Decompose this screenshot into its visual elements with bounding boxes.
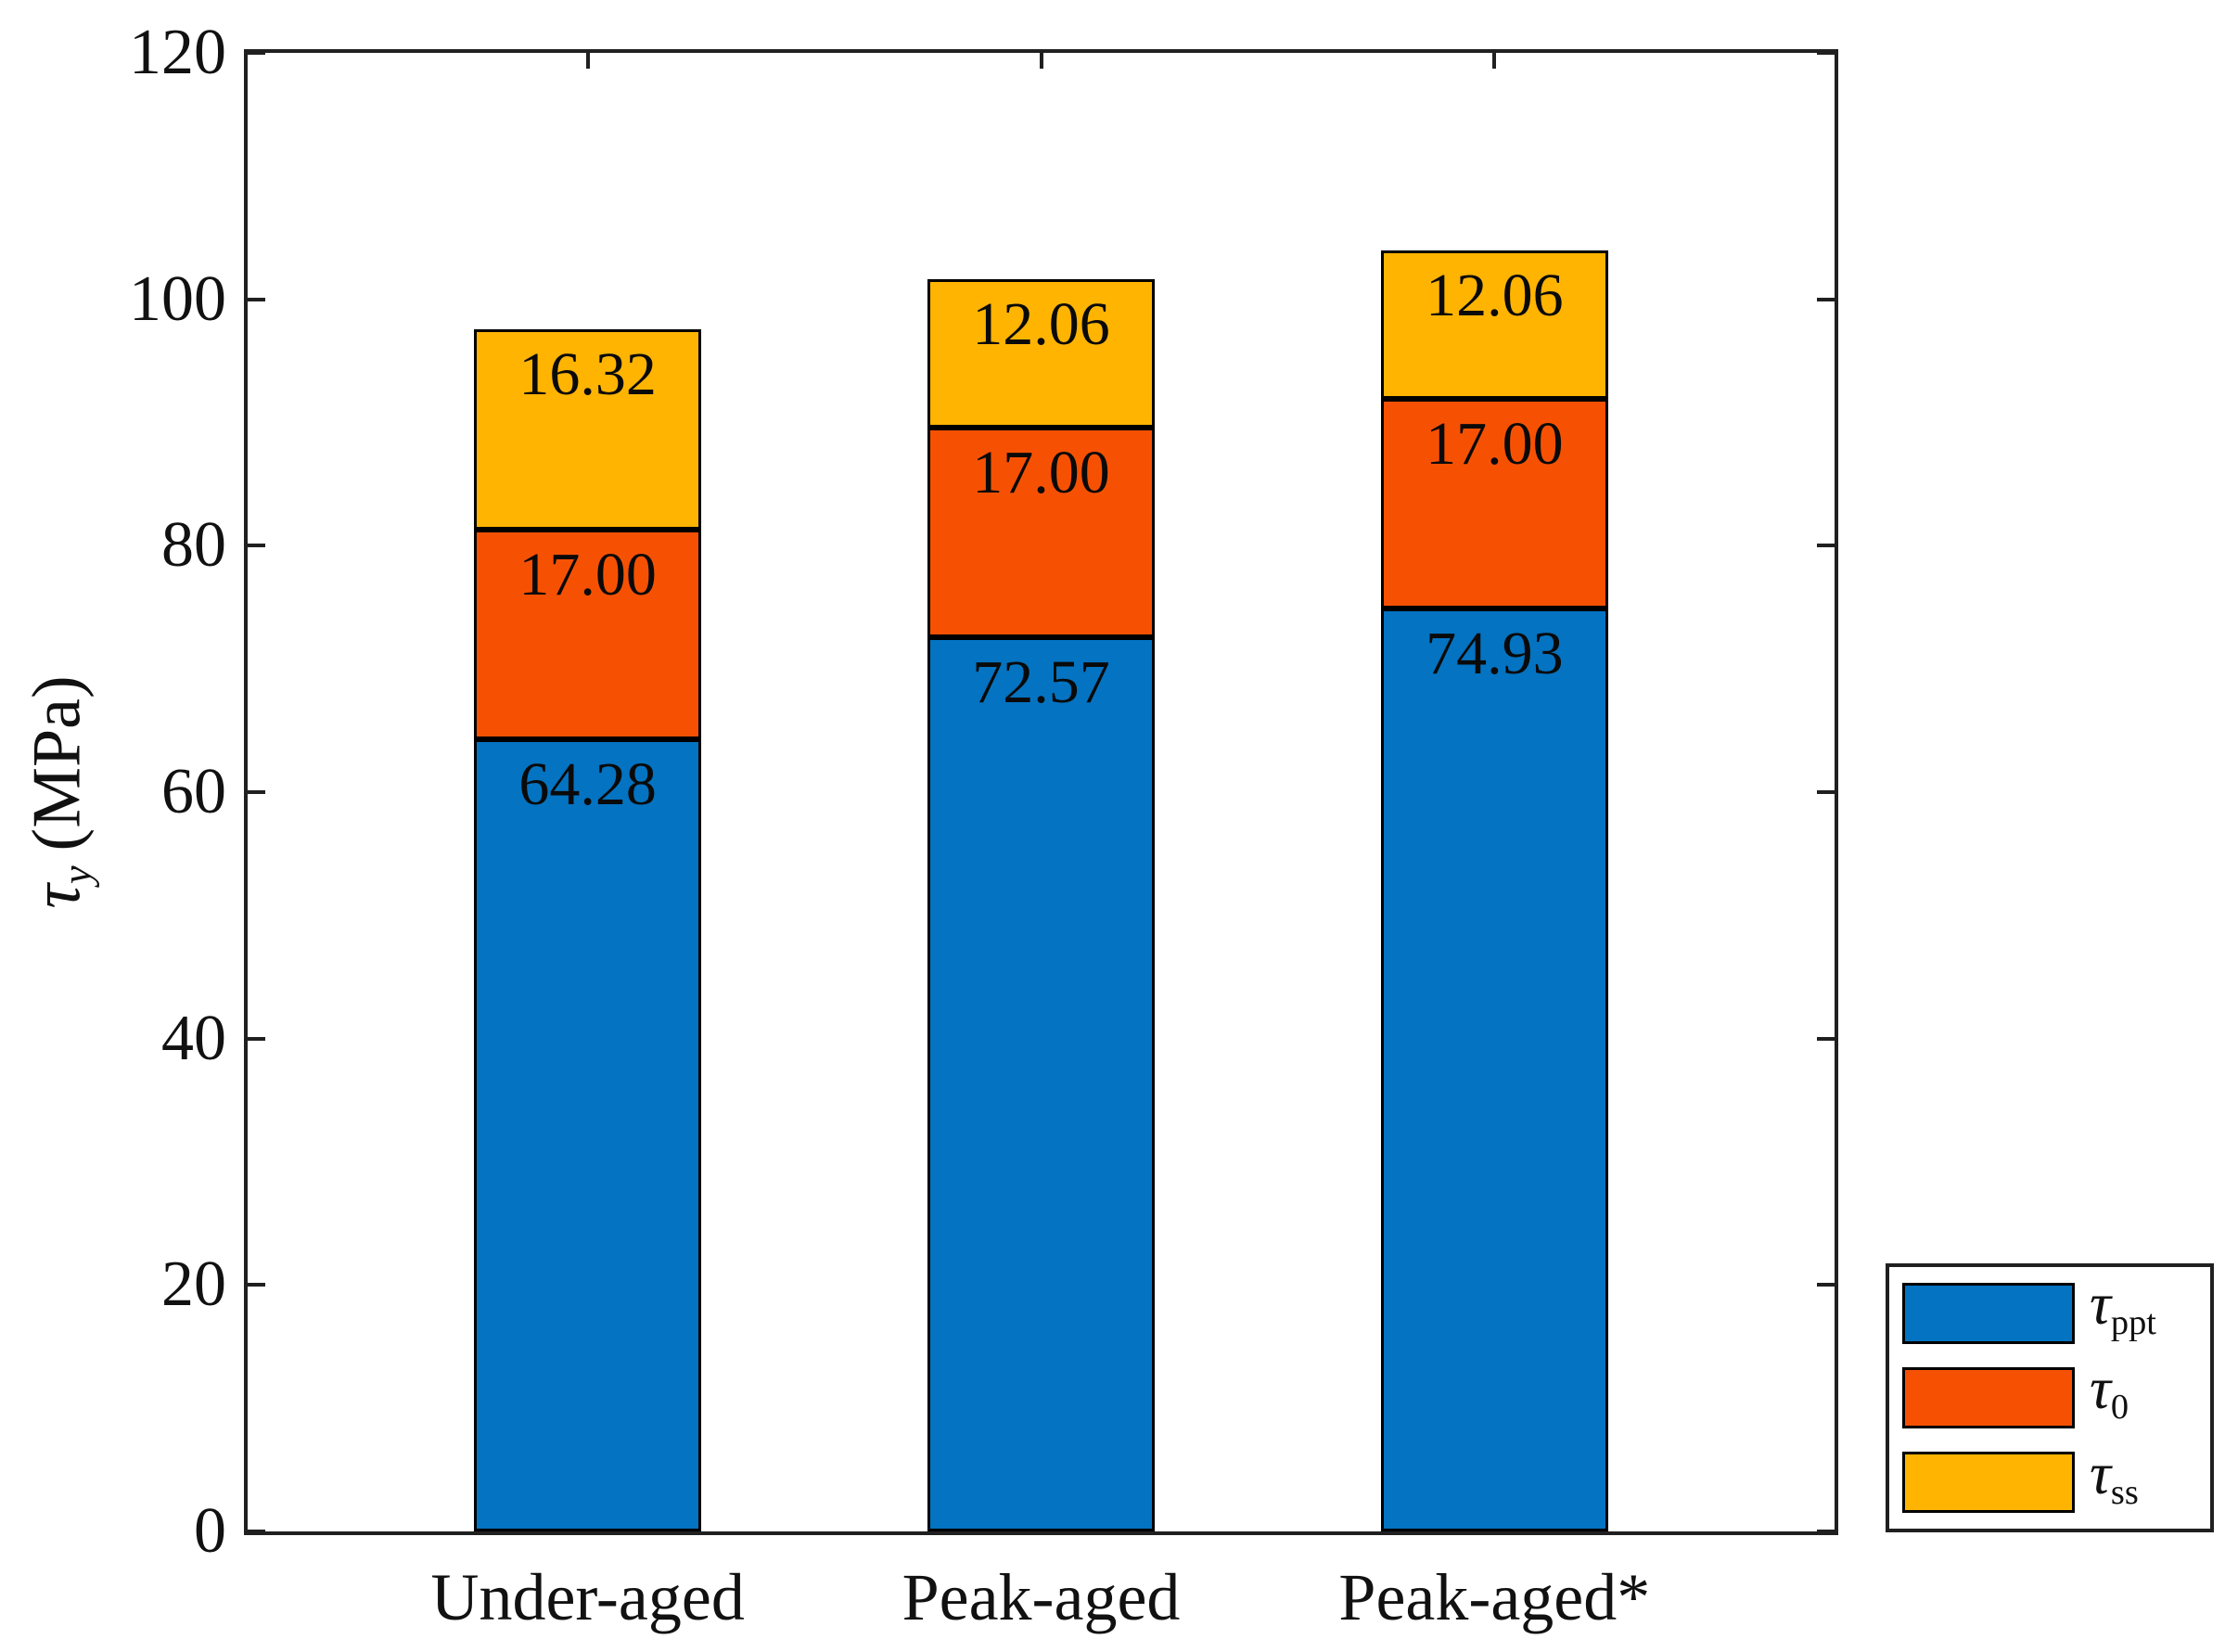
bar-segment-0 [927, 428, 1155, 638]
y-tick-mark-left [248, 1283, 265, 1287]
bar-value-label: 17.00 [518, 541, 657, 609]
y-axis-tick-label: 20 [161, 1249, 226, 1321]
bar-value-label: 12.06 [1426, 261, 1564, 329]
y-axis-tick-label: 100 [129, 263, 226, 335]
legend-subscript: ppt [2110, 1302, 2156, 1342]
bar-value-label: 17.00 [1426, 409, 1564, 478]
y-tick-mark-right [1817, 51, 1835, 55]
bar-value-label: 17.00 [972, 439, 1110, 507]
y-tick-mark-right [1817, 544, 1835, 548]
legend-label-tau-ss: τss [2090, 1440, 2139, 1522]
y-axis-tick-label: 40 [161, 1002, 226, 1074]
legend-symbol: τ [2090, 1355, 2111, 1422]
legend-item-tau-0: τ0 [1902, 1359, 2210, 1437]
legend: τppt τ0 τss [1886, 1263, 2214, 1532]
legend-item-tau-ppt: τppt [1902, 1274, 2210, 1352]
y-axis-tick-label: 120 [129, 17, 226, 88]
legend-subscript: ss [2110, 1472, 2139, 1512]
bar-segment-ss [474, 328, 701, 531]
y-tick-mark-right [1817, 790, 1835, 794]
x-tick-mark-top [1492, 53, 1497, 69]
legend-symbol: τ [2090, 1440, 2111, 1506]
y-tick-mark-left [248, 1036, 265, 1041]
x-tick-mark-top [1039, 53, 1043, 69]
bar-segment-ppt [474, 739, 701, 1531]
legend-swatch-tau-ss [1902, 1452, 2075, 1514]
bar-value-label: 74.93 [1426, 619, 1564, 687]
legend-label-tau-0: τ0 [2090, 1359, 2129, 1437]
bar-segment-ss [927, 279, 1155, 429]
legend-swatch-tau-0 [1902, 1367, 2075, 1428]
y-tick-mark-right [1817, 297, 1835, 301]
bar-segment-ppt [927, 637, 1155, 1531]
x-tick-mark-top [585, 53, 590, 69]
bar-segment-0 [474, 530, 701, 740]
y-tick-mark-right [1817, 1530, 1835, 1533]
x-category-label: Peak-aged* [1338, 1560, 1651, 1634]
bar-value-label: 64.28 [518, 750, 657, 819]
y-axis-tick-label: 60 [161, 756, 226, 827]
bar-value-label: 72.57 [972, 648, 1110, 717]
y-tick-mark-left [248, 544, 265, 548]
y-tick-mark-left [248, 1530, 265, 1533]
legend-swatch-tau-ppt [1902, 1282, 2075, 1344]
y-axis-tick-label: 0 [194, 1495, 226, 1567]
legend-item-tau-ss: τss [1902, 1440, 2210, 1522]
bar-value-label: 12.06 [972, 290, 1110, 358]
plot-area: 64.28 17.00 16.32 72.57 17.00 12.06 74.93 17.00… [244, 49, 1838, 1535]
legend-label-tau-ppt: τppt [2090, 1274, 2156, 1352]
y-tick-mark-right [1817, 1283, 1835, 1287]
legend-symbol: τ [2090, 1270, 2111, 1337]
y-axis-label-symbol: τ [19, 884, 96, 909]
bar-value-label: 16.32 [518, 339, 657, 408]
x-category-label: Under-aged [430, 1560, 745, 1634]
bar-segment-0 [1381, 398, 1608, 608]
legend-subscript: 0 [2110, 1387, 2129, 1427]
y-tick-mark-left [248, 51, 265, 55]
y-axis-label-subscript: y [53, 865, 100, 885]
x-category-label: Peak-aged [902, 1560, 1181, 1634]
y-tick-mark-right [1817, 1036, 1835, 1041]
y-tick-mark-left [248, 297, 265, 301]
y-axis-tick-label: 80 [161, 509, 226, 582]
bar-segment-ss [1381, 250, 1608, 399]
y-tick-mark-left [248, 790, 265, 794]
bar-segment-ppt [1381, 608, 1608, 1531]
